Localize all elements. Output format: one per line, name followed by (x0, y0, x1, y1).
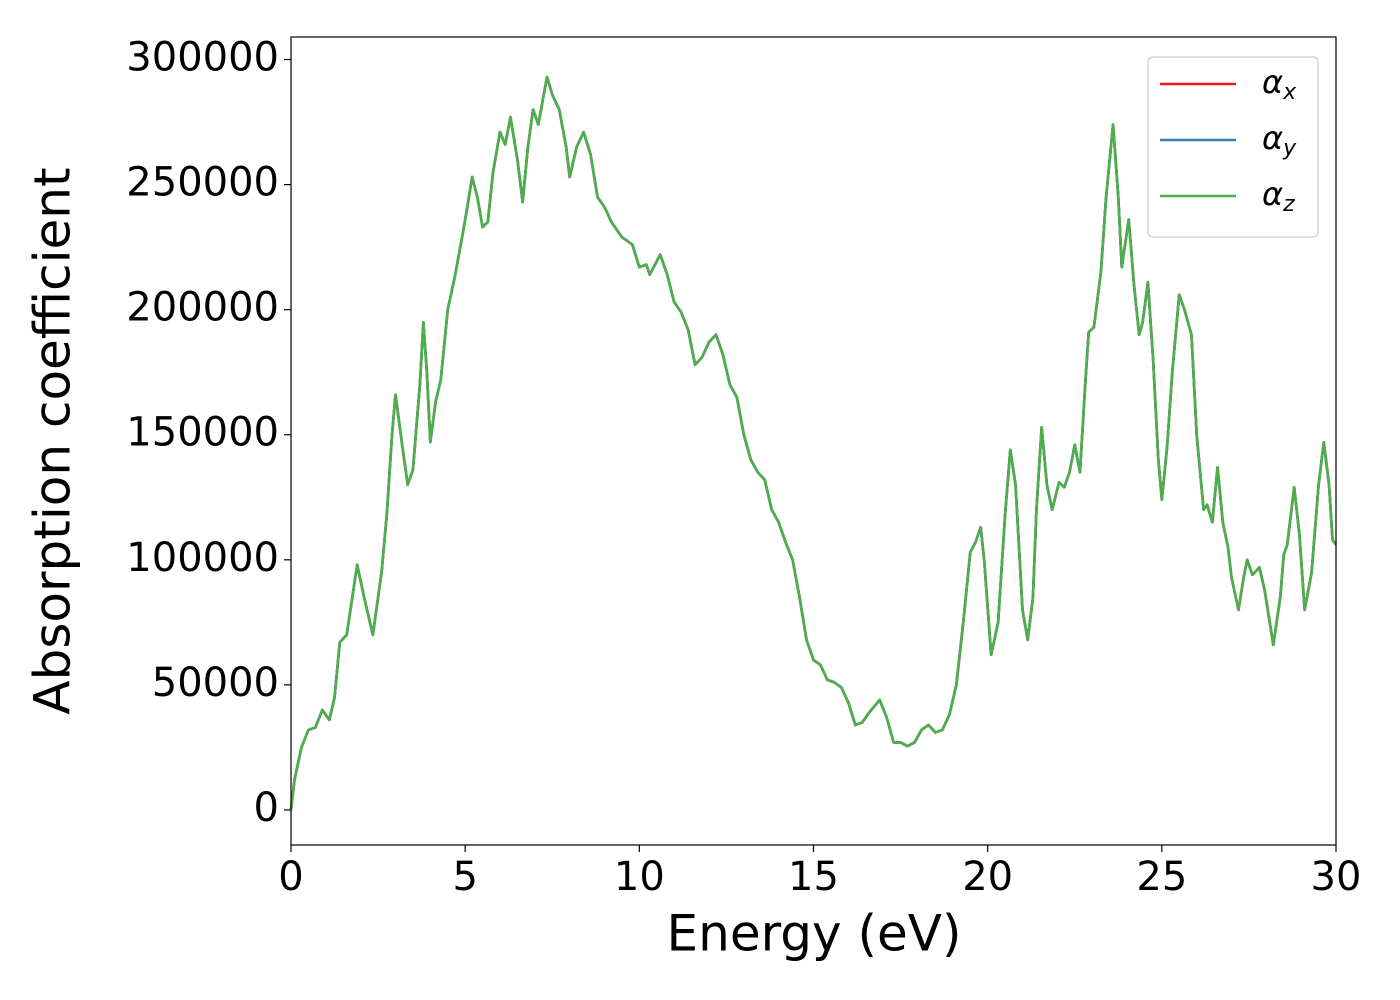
x-tick-label: 10 (614, 854, 665, 900)
plot-frame (290, 36, 1337, 846)
legend-label: αx (1262, 63, 1297, 105)
x-tick-label: 0 (278, 854, 303, 900)
x-tick-label: 5 (452, 854, 477, 900)
data-line (289, 75, 1338, 811)
legend-label: αy (1262, 119, 1297, 161)
x-tick-label: 30 (1311, 854, 1362, 900)
x-tick-label: 25 (1136, 854, 1187, 900)
x-tick-label: 20 (962, 854, 1013, 900)
y-tick-label: 150000 (126, 410, 279, 456)
legend-label: αz (1262, 175, 1295, 217)
y-tick-label: 300000 (126, 35, 279, 81)
y-tick-label: 0 (254, 785, 279, 831)
y-tick-label: 250000 (126, 160, 279, 206)
x-axis-label: Energy (eV) (667, 905, 962, 963)
y-axis-label: Absorption coefficient (24, 167, 82, 714)
x-tick-label: 15 (788, 854, 839, 900)
legend-box (1147, 56, 1319, 238)
y-tick-label: 100000 (126, 535, 279, 581)
y-tick-label: 200000 (126, 285, 279, 331)
y-tick-label: 50000 (152, 660, 279, 706)
